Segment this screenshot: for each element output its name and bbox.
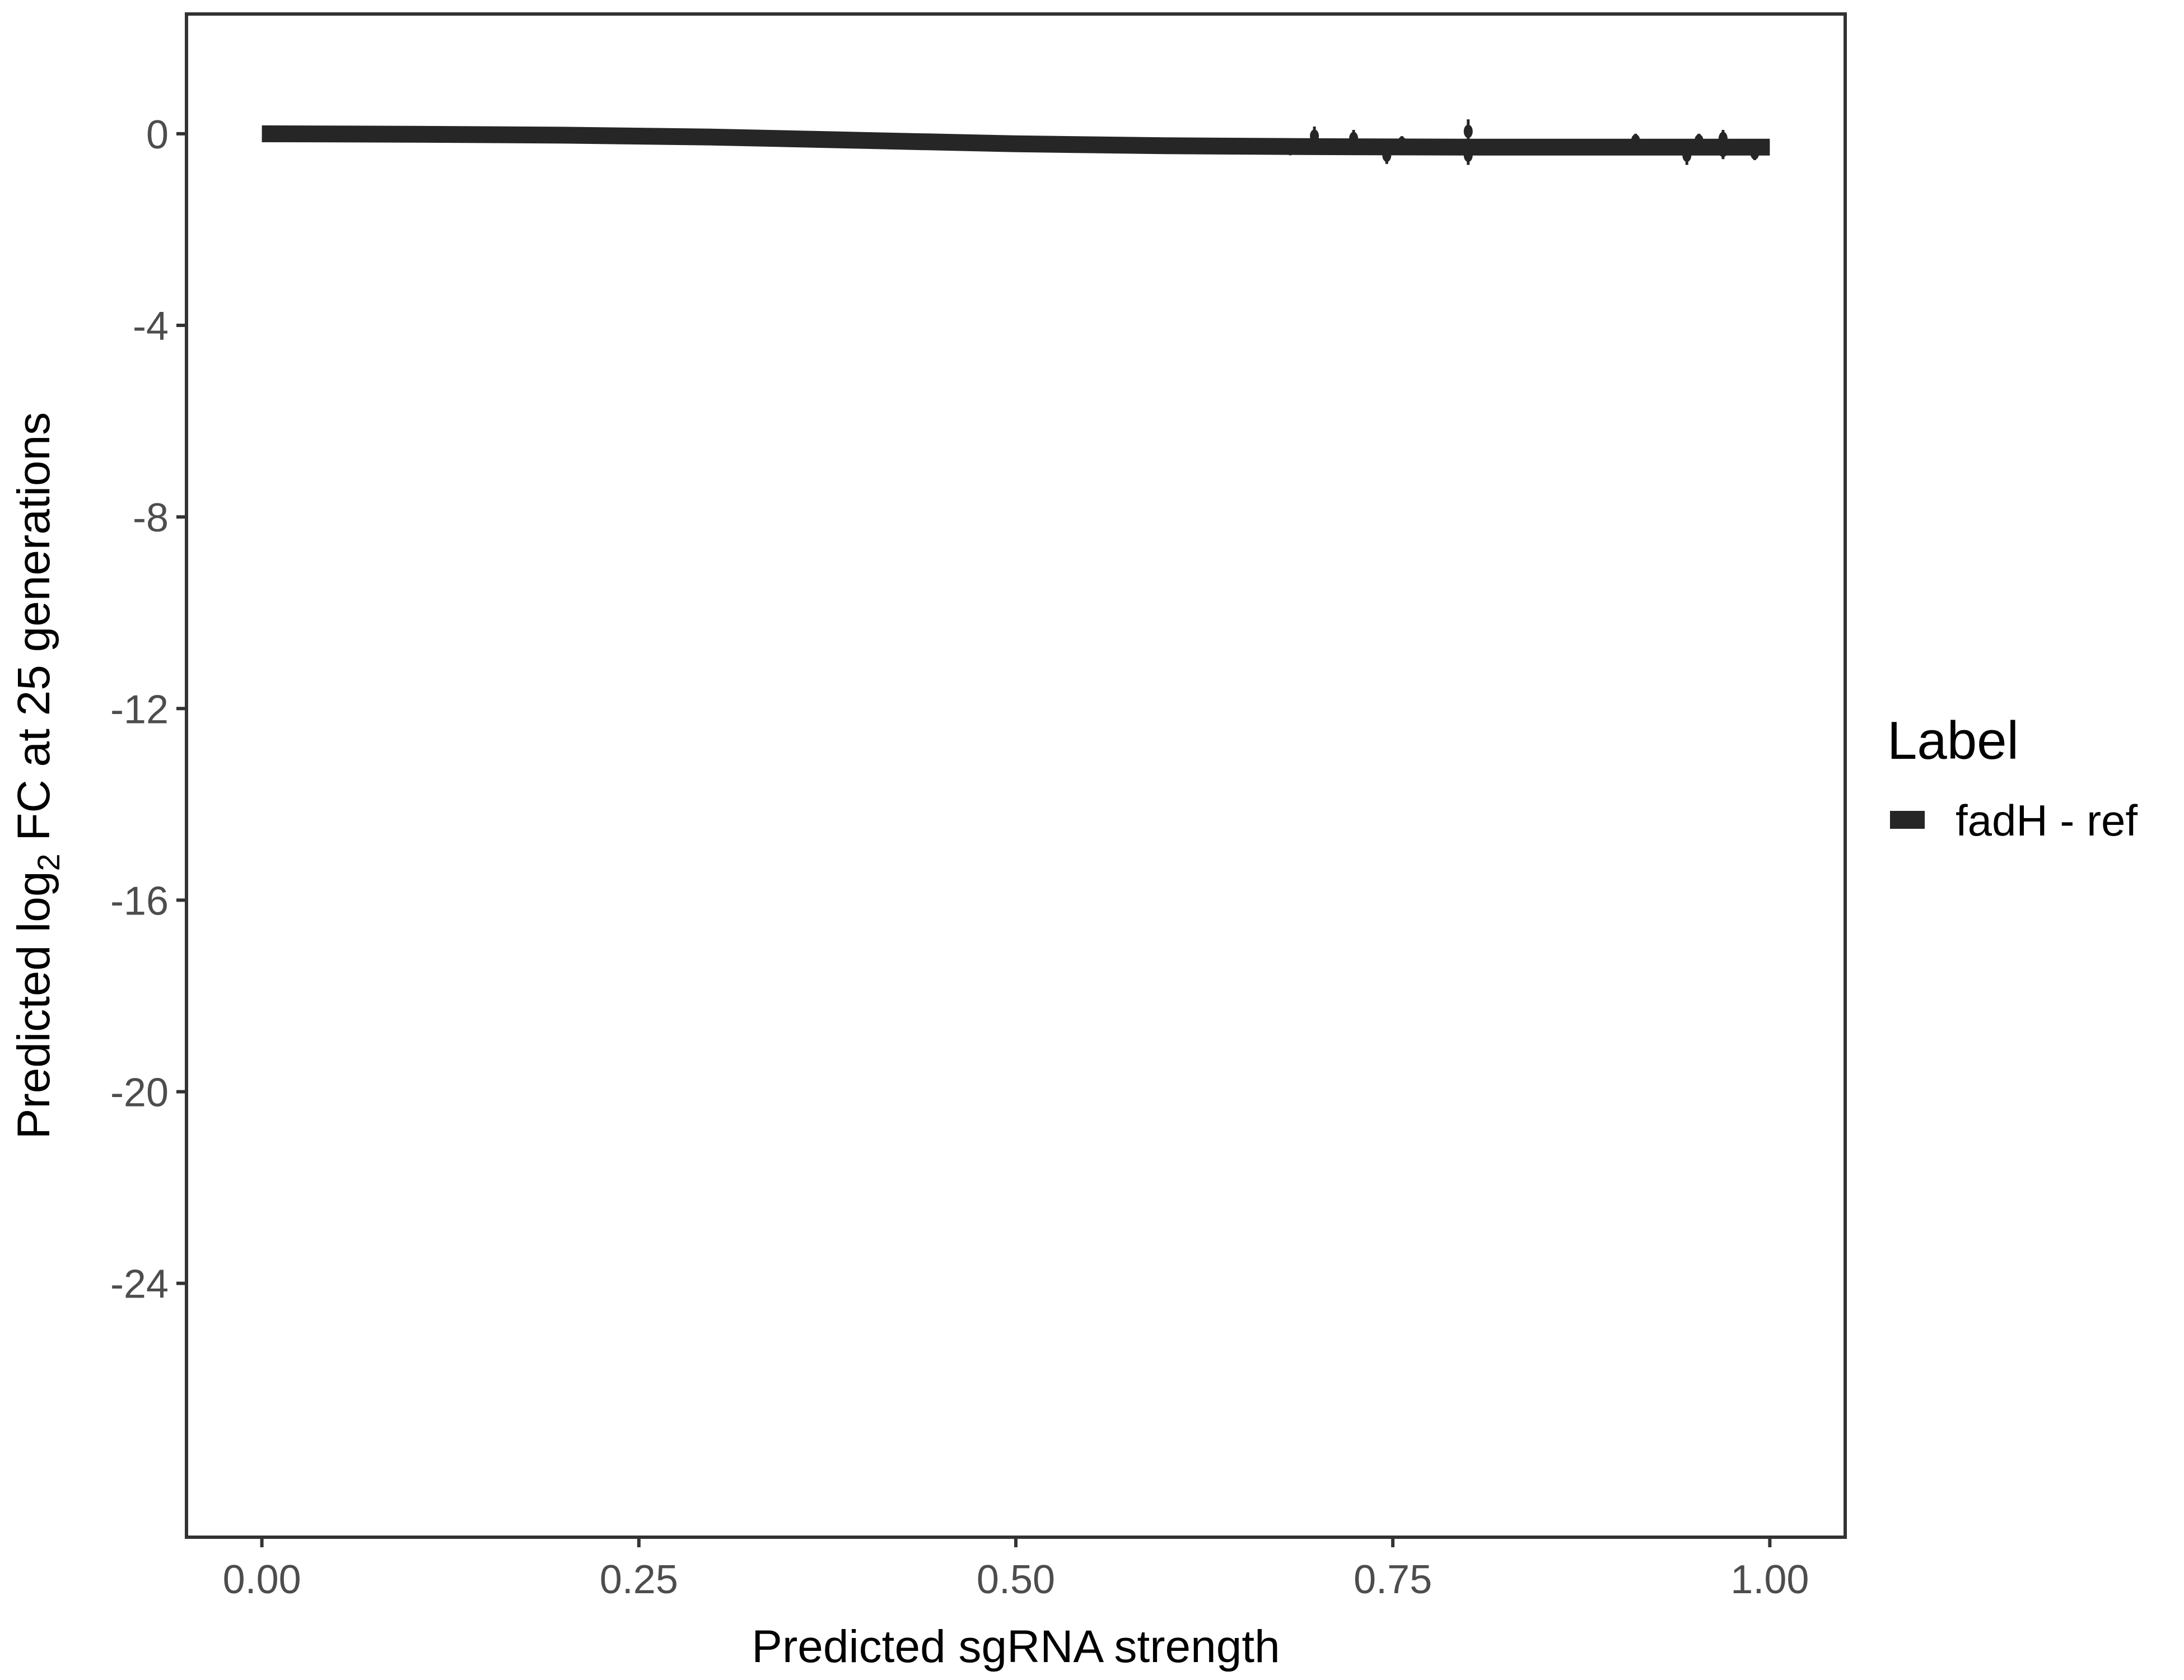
y-axis-title: Predicted log2 FC at 25 generations (8, 412, 66, 1139)
data-point (1382, 148, 1392, 162)
plot-panel (186, 14, 1845, 1537)
panel-border (185, 12, 1847, 1539)
y-tick-label: -16 (110, 879, 169, 923)
data-point (1310, 129, 1319, 143)
y-tick-label: -20 (110, 1071, 169, 1116)
y-axis-title-part: Predicted log (8, 871, 59, 1140)
data-point (1349, 132, 1359, 146)
y-tick-label: -24 (110, 1262, 169, 1307)
fit-line (262, 125, 1770, 156)
y-tick-label: -12 (110, 687, 169, 732)
y-axis: 0 -4 -8 -12 -16 -20 -24 (110, 113, 185, 1307)
data-point (1682, 148, 1692, 162)
x-tick-label: 1.00 (1730, 1557, 1809, 1602)
line-layer (262, 125, 1770, 156)
point-layer (1286, 119, 1760, 165)
x-axis-title: Predicted sgRNA strength (752, 1621, 1280, 1672)
legend-title: Label (1887, 711, 2019, 771)
data-point (1656, 141, 1666, 155)
y-tick-label: 0 (146, 113, 169, 157)
legend-key (1890, 811, 1925, 829)
x-tick-label: 0.00 (223, 1557, 301, 1602)
y-tick-label: -4 (133, 304, 169, 349)
x-axis: 0.00 0.25 0.50 0.75 1.00 (223, 1539, 1809, 1602)
data-point (1750, 146, 1760, 160)
y-tick-label: -8 (133, 496, 169, 540)
data-point (1397, 136, 1407, 150)
data-point (1718, 143, 1728, 157)
data-point (1463, 124, 1473, 138)
data-point (1694, 134, 1704, 148)
data-point (1463, 148, 1473, 162)
data-point (1718, 132, 1728, 146)
legend-label: fadH - ref (1956, 796, 2138, 845)
x-tick-label: 0.75 (1354, 1557, 1432, 1602)
data-point (1631, 134, 1640, 148)
y-axis-title-part: FC at 25 generations (8, 412, 59, 854)
data-point (1286, 141, 1295, 155)
x-tick-label: 0.50 (977, 1557, 1055, 1602)
x-tick-label: 0.25 (600, 1557, 678, 1602)
y-axis-title-subscript: 2 (31, 853, 66, 871)
legend: Label fadH - ref (1887, 711, 2138, 845)
